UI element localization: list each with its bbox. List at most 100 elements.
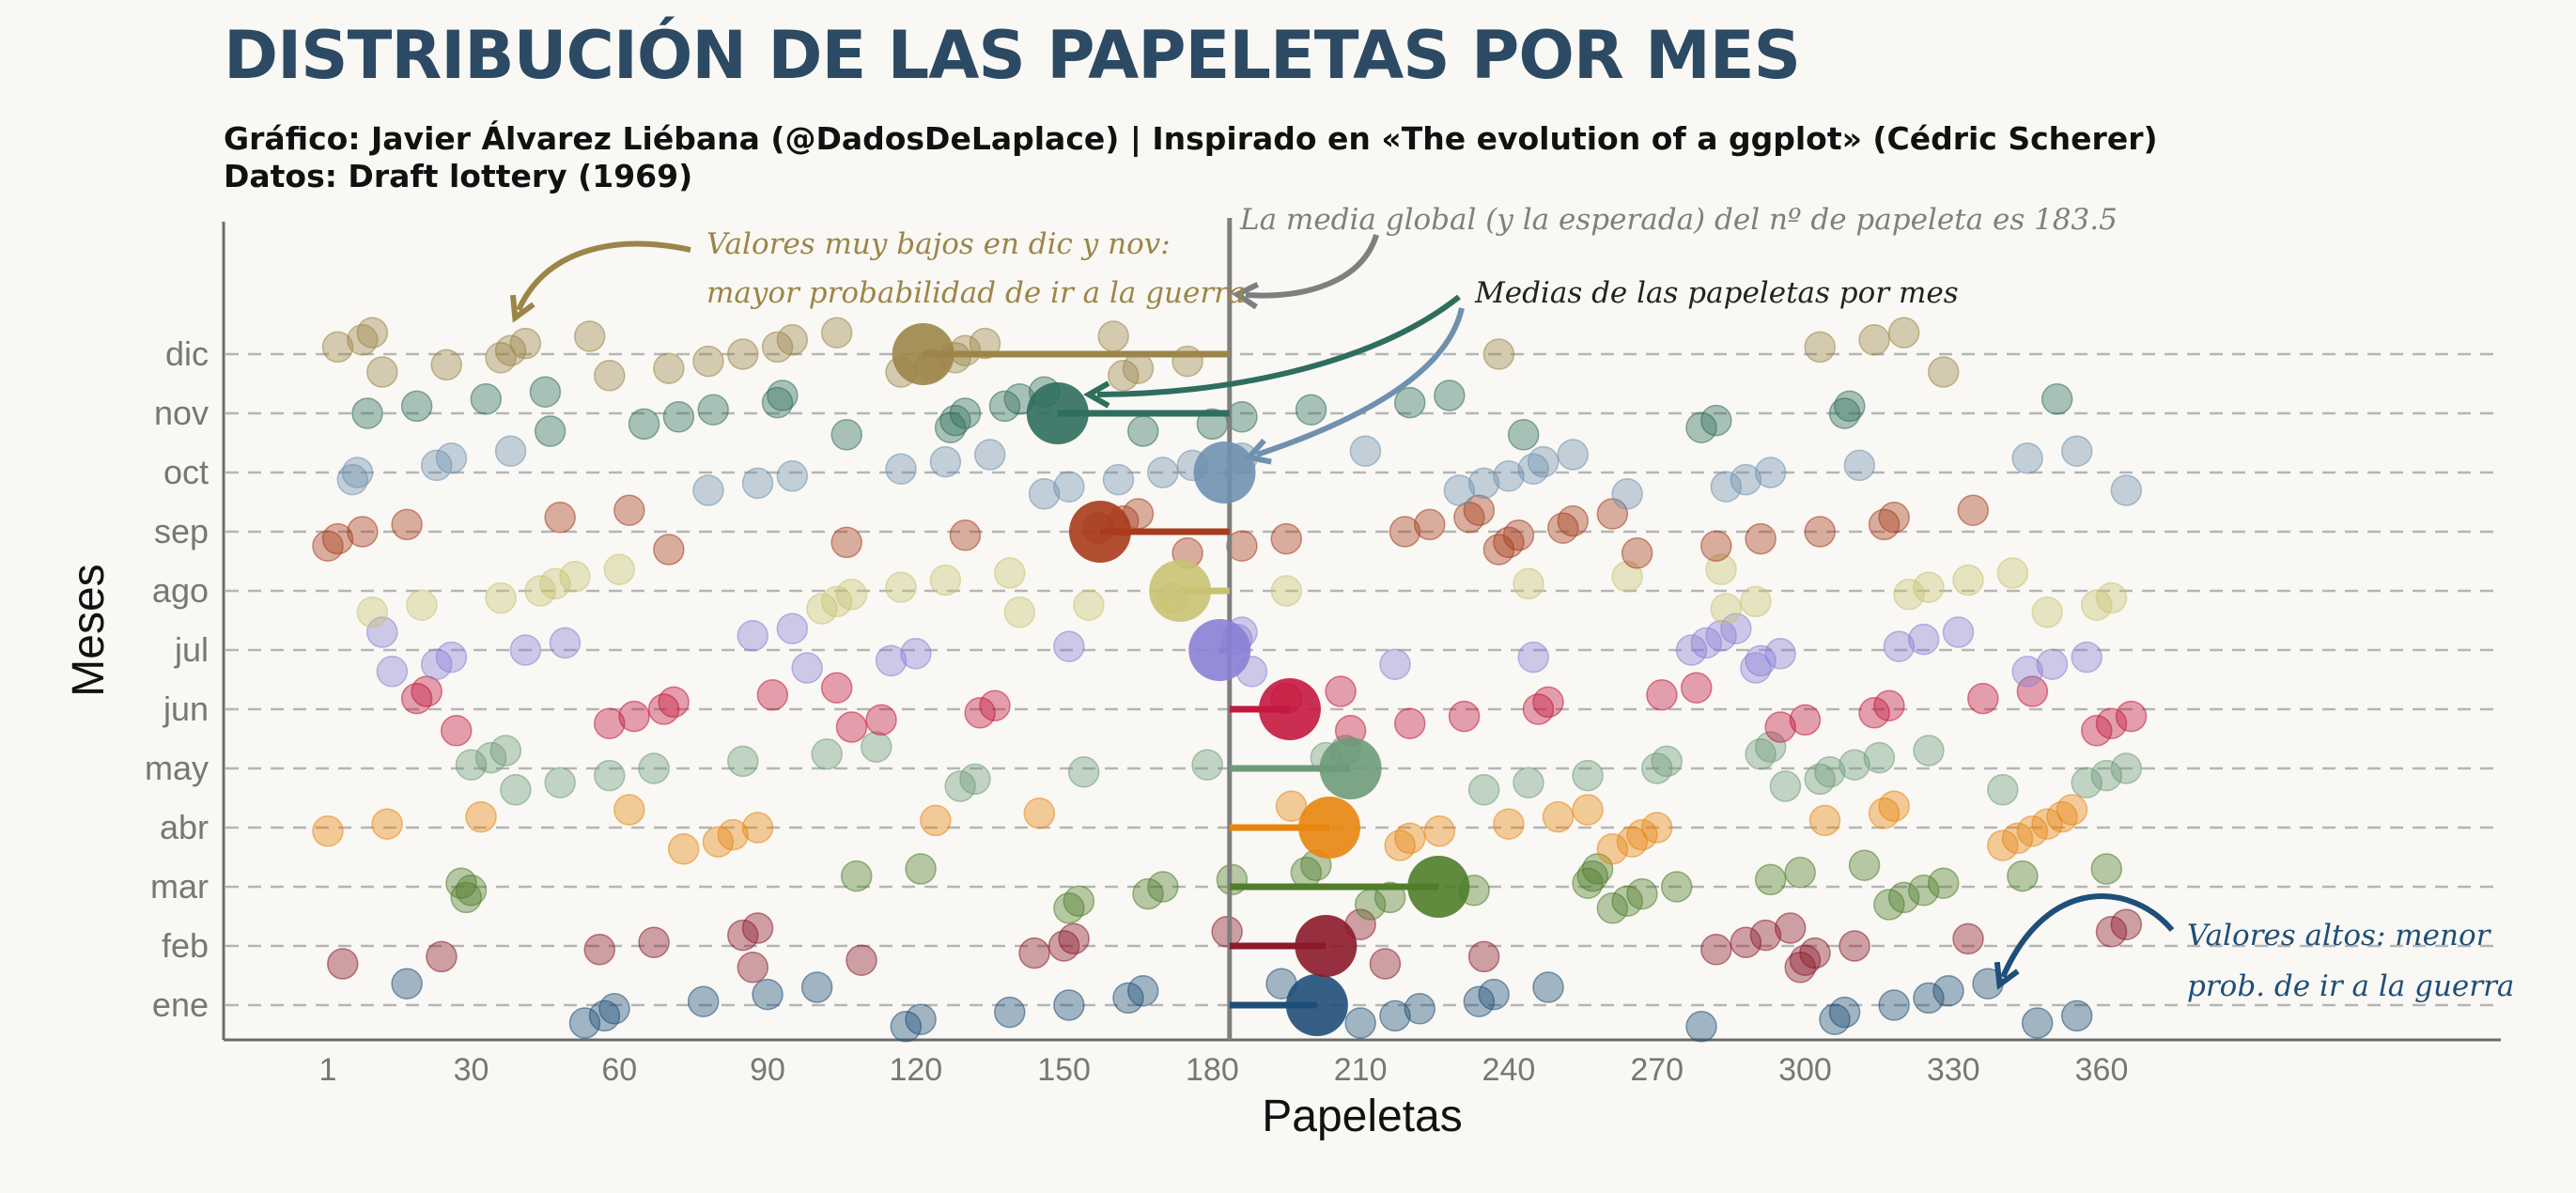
data-point-sep (1557, 504, 1590, 537)
data-point-ago (485, 581, 517, 614)
data-point-mar (1660, 871, 1693, 903)
data-point-ago (835, 579, 868, 611)
data-point-may (489, 735, 522, 767)
y-tick-label: abr (160, 808, 209, 846)
data-point-jun (2080, 715, 2113, 747)
data-point-oct (1754, 457, 1787, 488)
data-point-abr (741, 812, 774, 844)
data-point-nov (470, 383, 503, 415)
data-point-ago (806, 593, 838, 625)
data-point-jun (1393, 707, 1426, 739)
data-point-ago (1073, 589, 1105, 621)
data-point-ago (1705, 553, 1737, 585)
data-point-oct (1349, 435, 1382, 467)
arrow-means-nov (1082, 294, 1461, 409)
data-point-mar (2090, 853, 2123, 885)
data-point-feb (2110, 908, 2143, 940)
data-point-feb (846, 944, 877, 976)
data-point-ago (1952, 564, 1984, 596)
data-point-abr (1493, 808, 1525, 840)
data-point-may (638, 752, 670, 784)
data-point-sep (949, 519, 982, 551)
data-points (312, 317, 2148, 1043)
y-tick-label: jun (163, 689, 209, 728)
data-point-ago (356, 596, 389, 628)
data-point-jun (2016, 675, 2049, 707)
data-point-oct (1527, 445, 1560, 478)
data-point-sep (1389, 516, 1421, 548)
data-point-ago (885, 571, 917, 603)
y-tick-label: ene (152, 985, 209, 1024)
annotation-low-line1: Valores muy bajos en dic y nov: (706, 227, 1171, 261)
data-point-dic (1172, 345, 1203, 378)
data-point-sep (653, 534, 685, 566)
data-point-dic (366, 356, 398, 388)
x-tick-label: 240 (1482, 1052, 1536, 1088)
data-point-sep (1621, 537, 1653, 569)
data-point-may (500, 774, 532, 806)
data-point-may (1814, 756, 1846, 788)
data-point-abr (1987, 829, 2019, 861)
data-point-jul (1517, 641, 1549, 674)
chart-title: DISTRIBUCIÓN DE LAS PAPELETAS POR MES (224, 17, 1801, 94)
y-tick-label: jul (174, 630, 209, 669)
data-point-abr (1808, 804, 1841, 837)
data-point-abr (1640, 812, 1673, 844)
data-point-abr (465, 800, 497, 833)
data-point-may (2090, 759, 2123, 792)
data-point-dic (321, 331, 354, 364)
data-point-abr (702, 826, 735, 858)
mean-point-sep (1068, 501, 1131, 563)
data-point-mar (1907, 875, 1940, 906)
data-point-oct (1611, 478, 1643, 510)
x-tick-label: 360 (2075, 1052, 2129, 1088)
y-tick-label: nov (154, 394, 209, 432)
x-tick-label: 180 (1186, 1052, 1239, 1088)
data-point-may (811, 738, 843, 770)
data-point-ene (1932, 975, 1964, 1007)
data-point-ene (598, 993, 630, 1025)
data-point-oct (776, 460, 809, 492)
data-point-dic (594, 360, 626, 392)
data-point-nov (1507, 419, 1540, 451)
monthly-means (892, 323, 1470, 1036)
data-point-oct (1147, 457, 1179, 488)
data-point-ago (820, 585, 853, 618)
data-point-ago (1513, 567, 1544, 600)
data-point-mar (1132, 877, 1164, 910)
mean-point-may (1319, 737, 1382, 799)
data-point-jun (2095, 707, 2128, 739)
data-point-oct (341, 457, 374, 488)
data-point-ene (1478, 978, 1510, 1011)
data-point-may (455, 749, 488, 781)
data-point-jun (594, 707, 626, 739)
data-point-ene (2060, 999, 2093, 1032)
data-point-ene (687, 985, 720, 1017)
data-point-ago (1740, 585, 1772, 618)
data-point-sep (1270, 522, 1303, 555)
data-point-mar (2007, 860, 2039, 892)
data-point-nov (1226, 401, 1258, 433)
data-point-mar (840, 860, 873, 892)
data-point-abr (613, 794, 645, 826)
data-point-may (1513, 767, 1544, 798)
y-tick-label: may (145, 749, 209, 787)
data-point-jul (1745, 644, 1777, 677)
data-point-sep (613, 494, 645, 526)
data-point-jul (875, 644, 908, 677)
data-point-nov (1434, 380, 1466, 411)
data-point-jul (1690, 627, 1723, 659)
arrow-low-values (510, 240, 691, 323)
data-point-jul (1379, 648, 1411, 680)
data-point-jul (1764, 638, 1796, 670)
data-point-jul (900, 638, 932, 670)
data-point-feb (741, 912, 774, 944)
data-point-jun (1858, 697, 1890, 729)
data-point-jun (440, 715, 473, 747)
data-point-ene (993, 996, 1026, 1029)
x-tick-label: 150 (1037, 1052, 1091, 1088)
data-point-dic (1858, 324, 1890, 356)
data-point-jun (979, 689, 1011, 721)
data-point-ago (524, 575, 556, 607)
